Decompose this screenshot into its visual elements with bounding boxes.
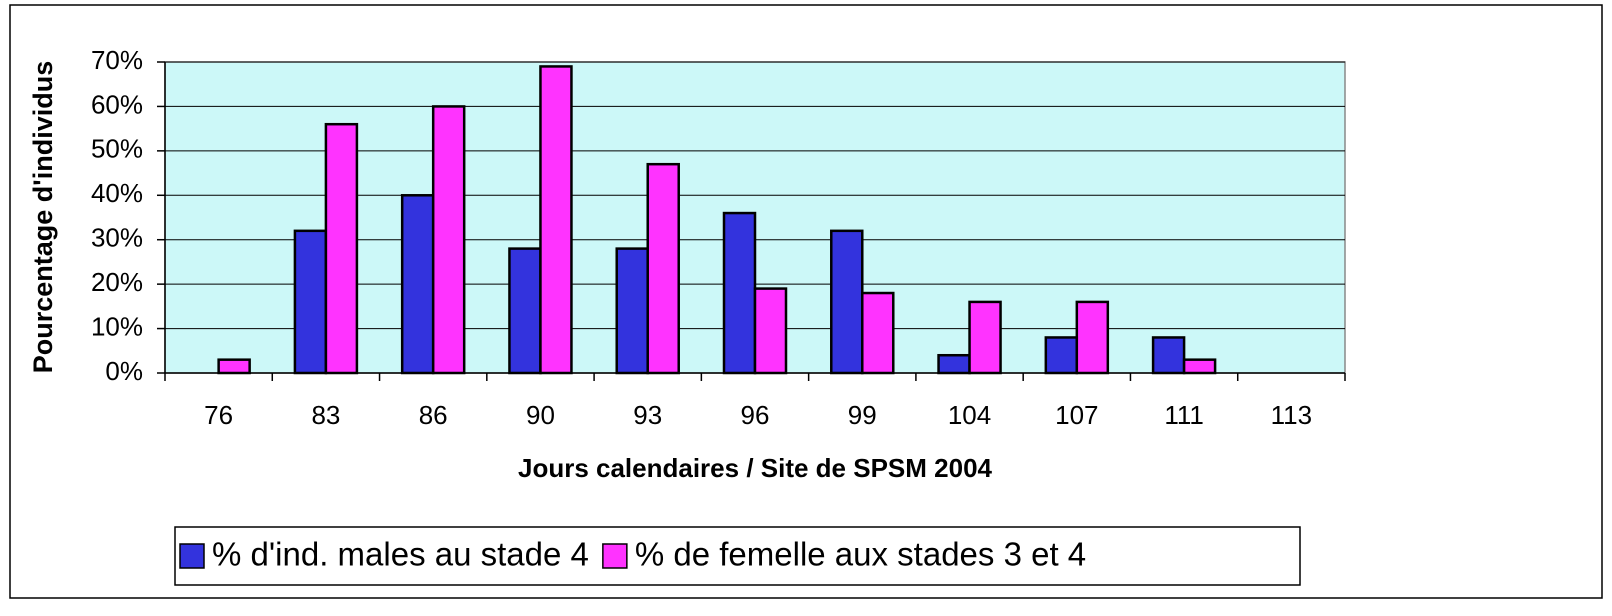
bar — [293, 229, 328, 375]
y-tick-label: 20% — [91, 267, 143, 297]
bar — [539, 65, 573, 375]
x-tick-label: 111 — [1164, 400, 1204, 430]
x-tick-label: 83 — [311, 400, 340, 430]
bar — [722, 211, 757, 375]
bar — [217, 358, 251, 375]
x-tick-label: 104 — [948, 400, 991, 430]
bar — [615, 247, 649, 375]
bar — [324, 122, 359, 375]
bar — [753, 287, 788, 375]
bar — [646, 162, 680, 375]
bar — [400, 194, 435, 375]
x-tick-label: 99 — [848, 400, 877, 430]
bar — [937, 353, 971, 375]
bar — [1075, 300, 1110, 375]
bar — [431, 105, 466, 375]
x-tick-label: 96 — [741, 400, 770, 430]
legend-swatch — [179, 543, 205, 569]
bar — [830, 229, 864, 375]
x-tick-label: 76 — [204, 400, 233, 430]
legend-swatch — [602, 543, 628, 569]
y-tick-label: 50% — [91, 134, 143, 164]
bar — [1182, 358, 1217, 375]
x-tick-label: 93 — [633, 400, 662, 430]
legend-label: % de femelle aux stades 3 et 4 — [635, 536, 1086, 573]
bar — [1044, 336, 1079, 375]
y-tick-label: 0% — [105, 356, 143, 386]
x-tick-label: 90 — [526, 400, 555, 430]
y-tick-label: 60% — [91, 89, 143, 119]
y-tick-label: 30% — [91, 223, 143, 253]
y-tick-label: 10% — [91, 311, 143, 341]
legend-box — [174, 526, 1301, 586]
x-tick-label: 86 — [419, 400, 448, 430]
bar — [861, 291, 895, 375]
bar — [508, 247, 542, 375]
bar — [1151, 336, 1186, 375]
legend-label: % d'ind. males au stade 4 — [212, 536, 589, 573]
x-tick-label: 113 — [1271, 400, 1312, 430]
y-tick-label: 70% — [91, 45, 143, 75]
bar — [968, 300, 1002, 375]
x-axis-label: Jours calendaires / Site de SPSM 2004 — [518, 453, 993, 483]
y-axis-label: Pourcentage d'individus — [28, 61, 58, 373]
x-tick-label: 107 — [1055, 400, 1098, 430]
y-tick-label: 40% — [91, 178, 143, 208]
